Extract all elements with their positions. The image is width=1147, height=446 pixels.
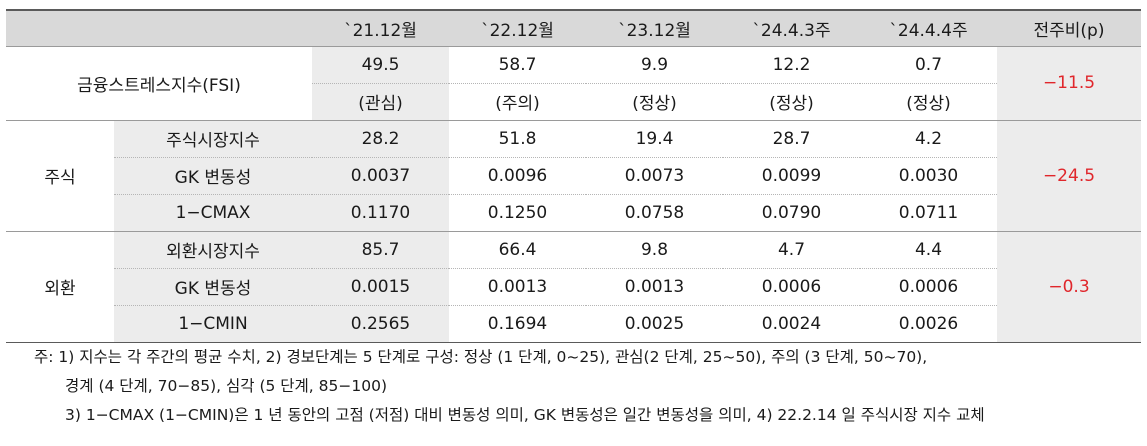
cell: 66.4 [449, 231, 586, 269]
cell: 0.0026 [860, 305, 997, 343]
cell: 4.2 [860, 120, 997, 158]
cell: 0.0073 [586, 157, 723, 195]
fsi-stage: (정상) [860, 83, 997, 121]
cell: 85.7 [312, 231, 449, 269]
cell: 4.7 [723, 231, 860, 269]
fsi-stage-row: (관심) (주의) (정상) (정상) (정상) [6, 83, 1141, 121]
row-label: 외환시장지수 [114, 231, 312, 269]
col-header: `24.4.4주 [860, 9, 997, 47]
fsi-value: 49.5 [312, 46, 449, 84]
cell: 0.0030 [860, 157, 997, 195]
cell: 0.2565 [312, 305, 449, 343]
fsi-stage: (정상) [586, 83, 723, 121]
cell: 0.0006 [860, 268, 997, 306]
cell: 0.0013 [449, 268, 586, 306]
cell: 0.0099 [723, 157, 860, 195]
fx-group-label: 외환 [6, 231, 114, 343]
fsi-value: 0.7 [860, 46, 997, 84]
cell: 28.2 [312, 120, 449, 158]
cell: 9.8 [586, 231, 723, 269]
cell: 0.0006 [723, 268, 860, 306]
footnote-line: 주: 1) 지수는 각 주간의 평균 수치, 2) 경보단계는 5 단계로 구성… [34, 348, 928, 366]
cell: 0.0037 [312, 157, 449, 195]
col-header-change: 전주비(p) [997, 9, 1141, 47]
cell: 0.0025 [586, 305, 723, 343]
row-label: 주식시장지수 [114, 120, 312, 158]
fsi-value-row: 금융스트레스지수(FSI) 49.5 58.7 9.9 12.2 0.7 −11… [6, 46, 1141, 121]
table-row: 주식 주식시장지수 28.2 51.8 19.4 28.7 4.2 −24.5 [6, 120, 1141, 232]
cell: 0.0790 [723, 194, 860, 232]
fsi-table: `21.12월 `22.12월 `23.12월 `24.4.3주 `24.4.4… [6, 9, 1141, 343]
col-header: `24.4.3주 [723, 9, 860, 47]
col-header: `23.12월 [586, 9, 723, 47]
fsi-label: 금융스트레스지수(FSI) [6, 46, 312, 121]
cell: 4.4 [860, 231, 997, 269]
cell: 28.7 [723, 120, 860, 158]
fsi-change: −11.5 [997, 46, 1141, 121]
header-blank [6, 9, 312, 47]
row-label: GK 변동성 [114, 157, 312, 195]
cell: 51.8 [449, 120, 586, 158]
table-row: GK 변동성 0.0015 0.0013 0.0013 0.0006 0.000… [6, 268, 1141, 306]
col-header: `21.12월 [312, 9, 449, 47]
fsi-stage: (관심) [312, 83, 449, 121]
cell: 0.0013 [586, 268, 723, 306]
cell: 19.4 [586, 120, 723, 158]
cell: 0.1170 [312, 194, 449, 232]
stock-group-label: 주식 [6, 120, 114, 232]
table-row: 외환 외환시장지수 85.7 66.4 9.8 4.7 4.4 −0.3 [6, 231, 1141, 343]
cell: 0.0758 [586, 194, 723, 232]
footnote-line: 경계 (4 단계, 70−85), 심각 (5 단계, 85−100) [65, 377, 387, 395]
col-header: `22.12월 [449, 9, 586, 47]
fsi-stage: (주의) [449, 83, 586, 121]
cell: 0.0024 [723, 305, 860, 343]
row-label: 1−CMIN [114, 305, 312, 343]
row-label: GK 변동성 [114, 268, 312, 306]
table-row: 1−CMAX 0.1170 0.1250 0.0758 0.0790 0.071… [6, 194, 1141, 232]
fsi-stage: (정상) [723, 83, 860, 121]
footnote-line: 3) 1−CMAX (1−CMIN)은 1 년 동안의 고점 (저점) 대비 변… [65, 406, 985, 424]
table-row: 1−CMIN 0.2565 0.1694 0.0025 0.0024 0.002… [6, 305, 1141, 343]
stock-change: −24.5 [997, 120, 1141, 232]
cell: 0.1694 [449, 305, 586, 343]
table-row: GK 변동성 0.0037 0.0096 0.0073 0.0099 0.003… [6, 157, 1141, 195]
fsi-value: 9.9 [586, 46, 723, 84]
cell: 0.0096 [449, 157, 586, 195]
cell: 0.0711 [860, 194, 997, 232]
footnotes: 주: 1) 지수는 각 주간의 평균 수치, 2) 경보단계는 5 단계로 구성… [34, 343, 985, 430]
header-row: `21.12월 `22.12월 `23.12월 `24.4.3주 `24.4.4… [6, 9, 1141, 47]
fsi-value: 58.7 [449, 46, 586, 84]
row-label: 1−CMAX [114, 194, 312, 232]
fx-change: −0.3 [997, 231, 1141, 343]
fsi-value: 12.2 [723, 46, 860, 84]
cell: 0.0015 [312, 268, 449, 306]
cell: 0.1250 [449, 194, 586, 232]
